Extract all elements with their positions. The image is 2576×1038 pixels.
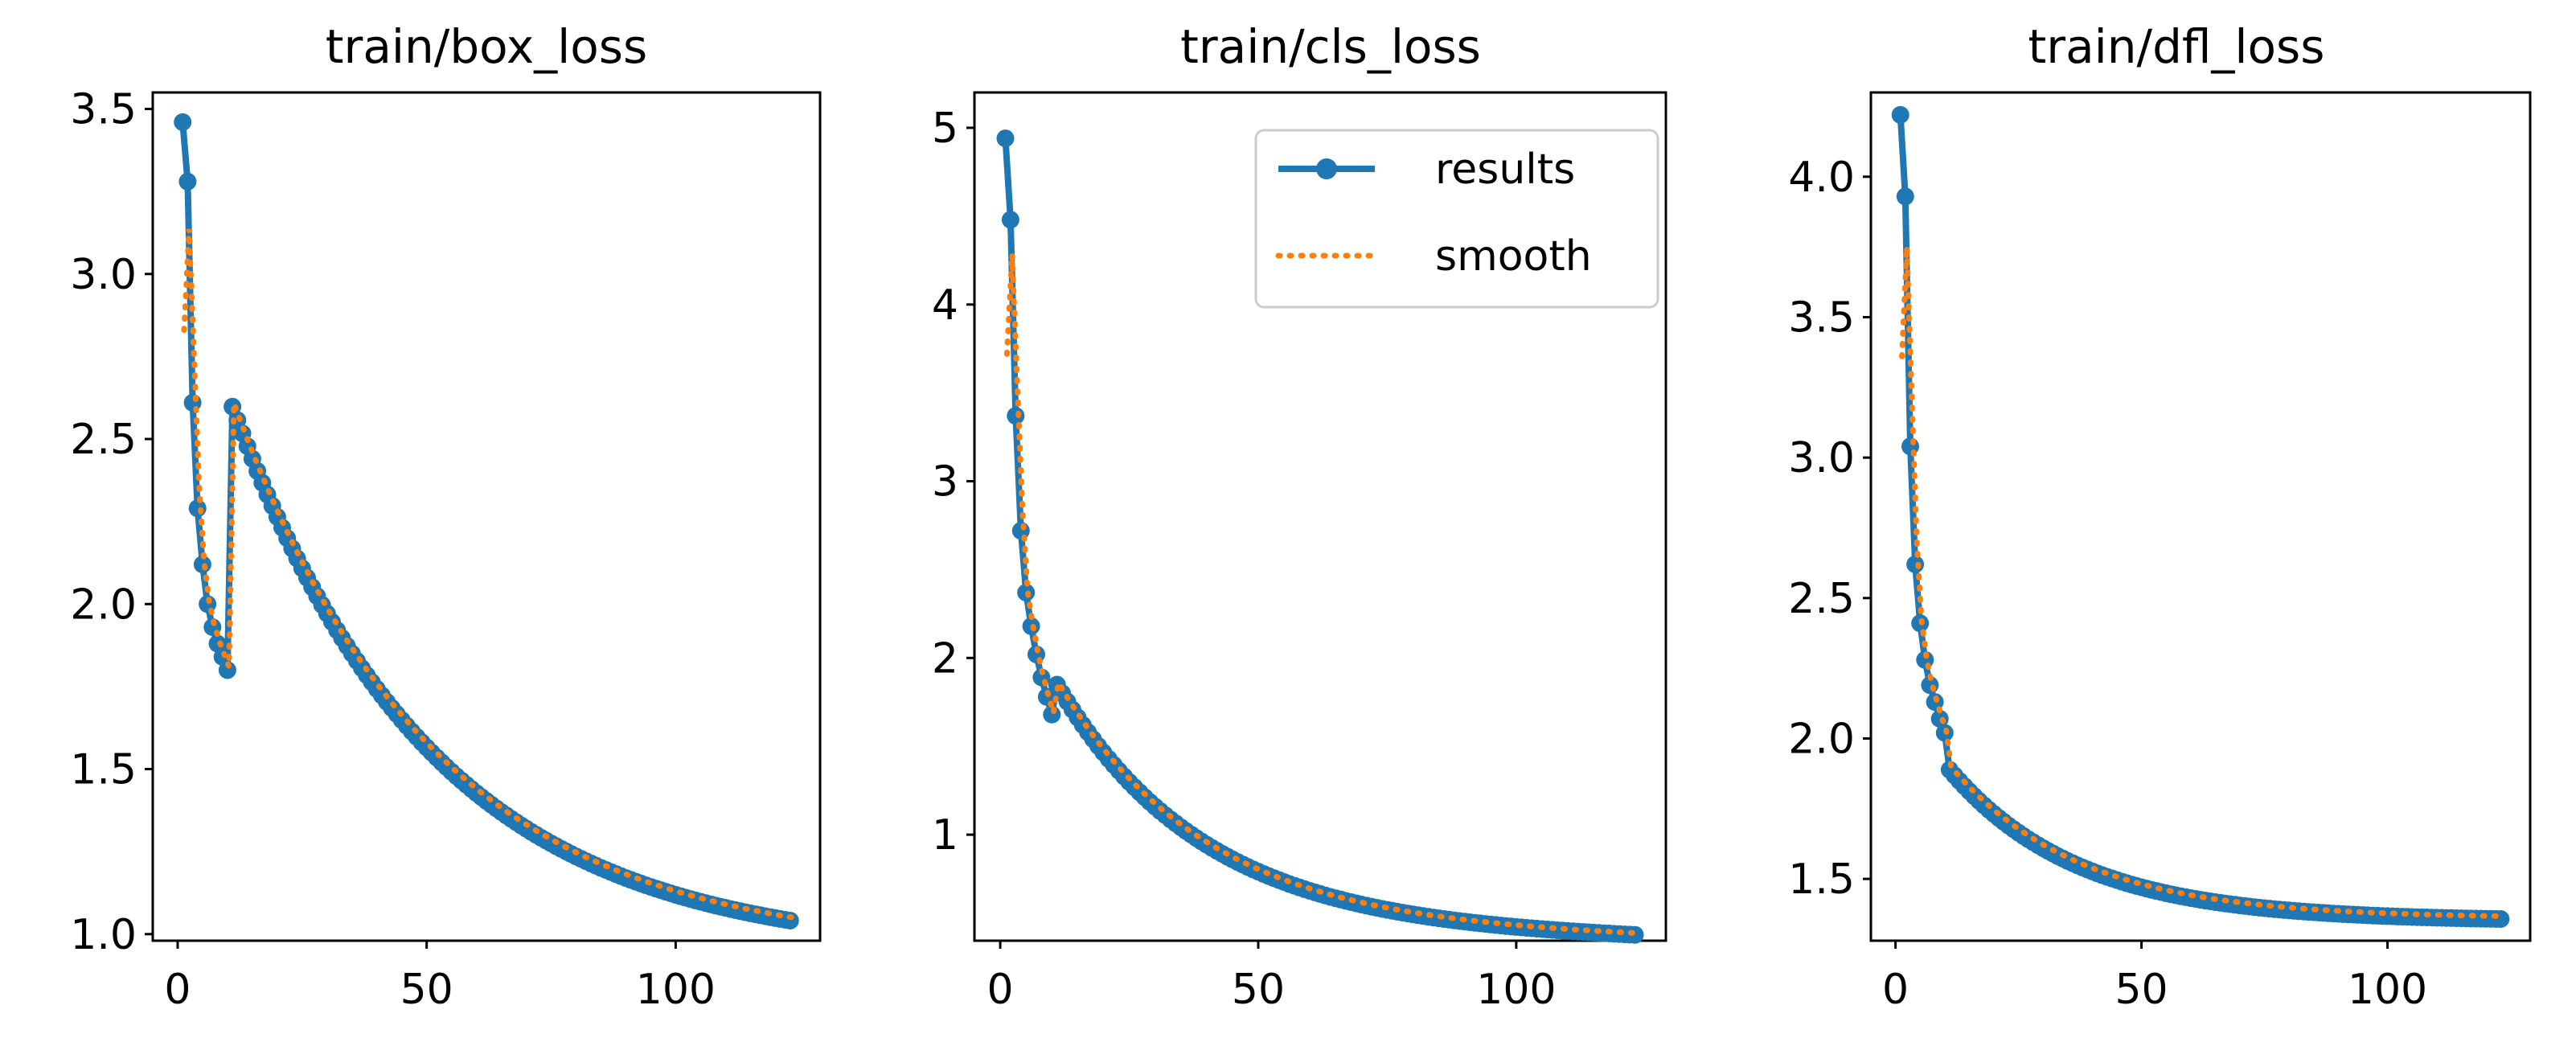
results-marker bbox=[1896, 187, 1914, 206]
panel-box-loss: train/box_loss 1.0 1.5 2.0 2.5 3.0 3.5 0… bbox=[70, 19, 822, 1014]
legend: results smooth bbox=[1254, 129, 1659, 309]
legend-results-marker bbox=[1316, 158, 1337, 179]
y-tick-label: 1 bbox=[932, 811, 958, 860]
results-marker bbox=[1901, 437, 1919, 456]
legend-box bbox=[1254, 129, 1659, 309]
y-tick-label: 3.5 bbox=[1788, 293, 1855, 342]
results-marker bbox=[188, 499, 207, 518]
x-tick-label: 50 bbox=[400, 966, 453, 1014]
y-tick-label: 3.5 bbox=[70, 86, 137, 134]
results-marker bbox=[996, 129, 1015, 148]
y-tick-label: 1.5 bbox=[1788, 855, 1855, 904]
results-marker bbox=[2492, 910, 2510, 928]
y-tick-label: 3 bbox=[932, 458, 958, 507]
x-tick-label: 0 bbox=[164, 966, 191, 1014]
results-marker bbox=[1906, 555, 1925, 573]
y-tick-label: 2.5 bbox=[70, 416, 137, 464]
results-marker bbox=[1001, 211, 1019, 229]
x-tick-label: 100 bbox=[1476, 966, 1556, 1014]
results-marker bbox=[174, 113, 192, 131]
panel-title: train/dfl_loss bbox=[2028, 19, 2325, 74]
panel-cls-loss: train/cls_loss 1 2 3 4 5 0 50 100 result… bbox=[932, 19, 1667, 1014]
results-marker bbox=[1891, 105, 1909, 124]
y-tick-label: 3.0 bbox=[70, 251, 137, 299]
plot-area-frame bbox=[1869, 91, 2532, 942]
plot-area-frame bbox=[973, 91, 1667, 942]
x-tick-label: 50 bbox=[2115, 966, 2168, 1014]
y-tick-label: 4 bbox=[932, 281, 958, 330]
y-tick-label: 2.0 bbox=[1788, 715, 1855, 763]
series-smooth-line bbox=[1003, 254, 1639, 936]
results-marker bbox=[1626, 925, 1644, 944]
results-marker bbox=[178, 172, 197, 191]
results-marker bbox=[1011, 522, 1030, 540]
y-tick-label: 2.5 bbox=[1788, 575, 1855, 623]
panel-title: train/cls_loss bbox=[1180, 19, 1481, 74]
x-tick-label: 50 bbox=[1232, 966, 1285, 1014]
y-tick-label: 2 bbox=[932, 634, 958, 683]
results-marker bbox=[1007, 407, 1025, 425]
x-tick-label: 100 bbox=[2348, 966, 2427, 1014]
legend-label-results: results bbox=[1435, 146, 1575, 194]
y-tick-label: 1.5 bbox=[70, 746, 137, 794]
y-tick-label: 5 bbox=[932, 105, 958, 153]
y-tick-label: 4.0 bbox=[1788, 154, 1855, 202]
x-tick-label: 0 bbox=[1882, 966, 1909, 1014]
panel-title: train/box_loss bbox=[326, 19, 647, 74]
series-smooth-line bbox=[181, 228, 795, 921]
results-marker bbox=[781, 912, 799, 929]
panel-dfl-loss: train/dfl_loss 1.5 2.0 2.5 3.0 3.5 4.0 0… bbox=[1788, 19, 2532, 1014]
y-tick-label: 2.0 bbox=[70, 581, 137, 629]
plot-area-frame bbox=[151, 91, 822, 942]
results-marker bbox=[218, 661, 236, 679]
x-tick-label: 100 bbox=[636, 966, 716, 1014]
x-tick-label: 0 bbox=[987, 966, 1014, 1014]
y-tick-label: 1.0 bbox=[70, 911, 137, 959]
series-smooth-line bbox=[1899, 246, 2505, 919]
legend-label-smooth: smooth bbox=[1435, 232, 1592, 281]
y-tick-label: 3.0 bbox=[1788, 434, 1855, 482]
